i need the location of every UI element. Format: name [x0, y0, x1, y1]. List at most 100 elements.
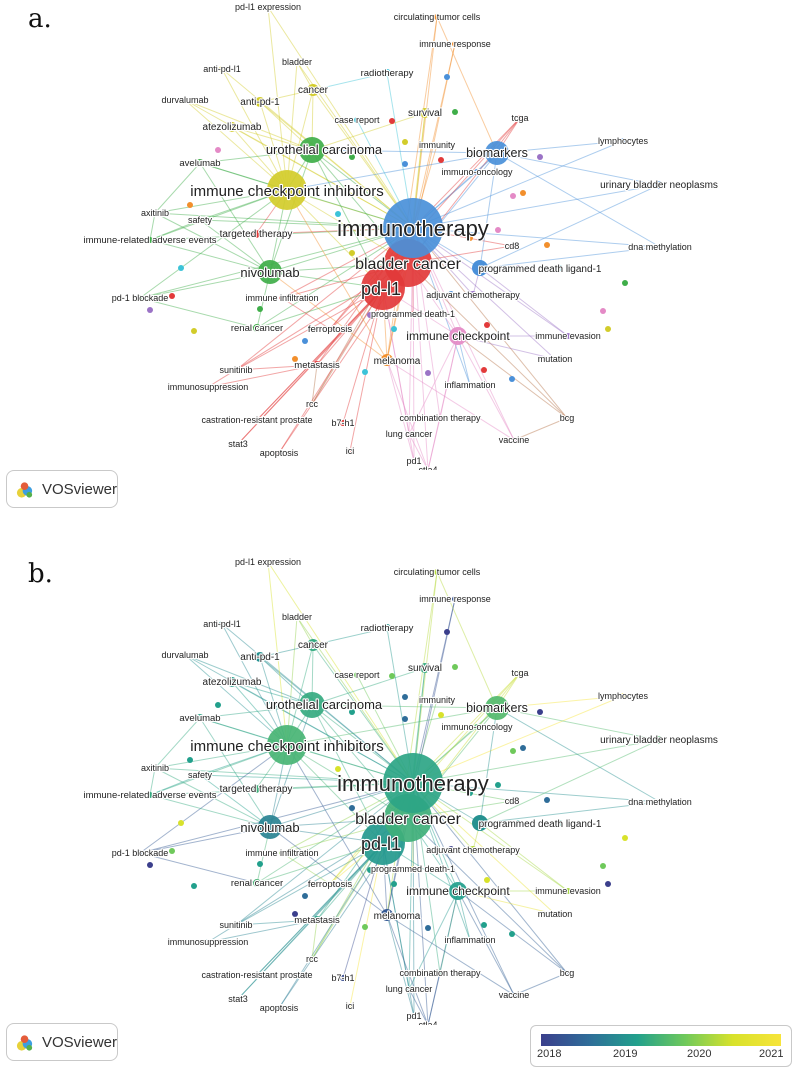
node-anti_pd1[interactable] — [255, 652, 265, 662]
node-tcga[interactable] — [517, 670, 523, 676]
node-immune_evasion[interactable] — [565, 888, 571, 894]
node-immune_response[interactable] — [452, 41, 458, 47]
network-map-b[interactable]: immunotherapy bladder cancer pd-l1 immune c… — [0, 555, 800, 1025]
node-b7h1[interactable] — [340, 420, 346, 426]
node-biomarkers[interactable] — [485, 696, 509, 720]
node-nivolumab[interactable] — [258, 815, 282, 839]
node-crpc[interactable] — [254, 417, 260, 423]
node-lung_cancer[interactable] — [406, 431, 412, 437]
node-vaccine[interactable] — [511, 437, 517, 443]
node-atezolizumab[interactable] — [227, 677, 237, 687]
node-immunotherapy[interactable] — [383, 753, 443, 813]
node-pd1_death[interactable] — [410, 866, 416, 872]
node-immunosuppression[interactable] — [205, 384, 211, 390]
node-melanoma[interactable] — [381, 909, 393, 921]
node-pd1_death[interactable] — [410, 311, 416, 317]
node-biomarkers[interactable] — [485, 141, 509, 165]
node-immunosuppression[interactable] — [205, 939, 211, 945]
node-avelumab[interactable] — [196, 714, 204, 722]
node-rcc[interactable] — [309, 956, 315, 962]
node-anti_pdl1[interactable] — [219, 66, 225, 72]
node-inflammation[interactable] — [467, 382, 473, 388]
node-bladder[interactable] — [294, 614, 300, 620]
node-adjuvant[interactable] — [469, 846, 477, 854]
node-urothelial[interactable] — [299, 692, 325, 718]
node-combination[interactable] — [437, 970, 443, 976]
node-durvalumab[interactable] — [182, 97, 188, 103]
node-immune_infiltration[interactable] — [279, 295, 285, 301]
node-survival[interactable] — [420, 663, 430, 673]
node-adjuvant[interactable] — [469, 291, 477, 299]
node-pdl1_ligand[interactable] — [472, 260, 488, 276]
node-metastasis[interactable] — [313, 361, 321, 369]
node-bcg[interactable] — [564, 415, 570, 421]
node-lung_cancer[interactable] — [406, 986, 412, 992]
node-irae[interactable] — [147, 237, 153, 243]
node-atezolizumab[interactable] — [227, 122, 237, 132]
node-apoptosis[interactable] — [276, 1005, 282, 1011]
node-axitinib[interactable] — [152, 765, 158, 771]
node-melanoma[interactable] — [381, 354, 393, 366]
node-vaccine[interactable] — [511, 992, 517, 998]
node-immuno_oncology[interactable] — [474, 724, 480, 730]
node-radiotherapy[interactable] — [383, 624, 391, 632]
node-pd1[interactable] — [411, 458, 417, 464]
node-cancer[interactable] — [307, 639, 319, 651]
node-combination[interactable] — [437, 415, 443, 421]
node-survival[interactable] — [420, 108, 430, 118]
node-rcc[interactable] — [309, 401, 315, 407]
node-renal_cancer[interactable] — [253, 879, 261, 887]
node-mutation[interactable] — [552, 911, 558, 917]
node-ferroptosis[interactable] — [327, 326, 333, 332]
node-lymphocytes[interactable] — [620, 693, 626, 699]
node-inflammation[interactable] — [467, 937, 473, 943]
node-immune_checkpoint[interactable] — [449, 327, 467, 345]
node-dna_methylation[interactable] — [657, 244, 663, 250]
node-ici[interactable] — [267, 725, 307, 765]
node-pd1[interactable] — [411, 1013, 417, 1019]
node-ici_abbr[interactable] — [347, 1003, 353, 1009]
node-avelumab[interactable] — [196, 159, 204, 167]
node-ferroptosis[interactable] — [327, 881, 333, 887]
node-urothelial[interactable] — [299, 137, 325, 163]
node-immunity[interactable] — [434, 697, 440, 703]
node-tcga[interactable] — [517, 115, 523, 121]
node-b7h1[interactable] — [340, 975, 346, 981]
node-ubn[interactable] — [655, 736, 663, 744]
node-ici_abbr[interactable] — [347, 448, 353, 454]
node-ctla4[interactable] — [425, 467, 431, 470]
node-safety[interactable] — [197, 217, 203, 223]
node-pd1_blockade[interactable] — [137, 850, 143, 856]
node-pdl1_ligand[interactable] — [472, 815, 488, 831]
node-ctla4[interactable] — [425, 1022, 431, 1025]
node-cancer[interactable] — [307, 84, 319, 96]
node-case_report[interactable] — [354, 117, 360, 123]
node-pdl1_expression[interactable] — [265, 559, 271, 565]
node-ici[interactable] — [267, 170, 307, 210]
node-sunitinib[interactable] — [233, 367, 239, 373]
node-pd1_blockade[interactable] — [137, 295, 143, 301]
node-crpc[interactable] — [254, 972, 260, 978]
node-ubn[interactable] — [655, 181, 663, 189]
network-map-a[interactable]: immunotherapy bladder cancer pd-l1 immune c… — [0, 0, 800, 470]
node-safety[interactable] — [197, 772, 203, 778]
node-immunotherapy[interactable] — [383, 198, 443, 258]
node-nivolumab[interactable] — [258, 260, 282, 284]
node-mutation[interactable] — [552, 356, 558, 362]
node-cd8[interactable] — [509, 243, 515, 249]
node-anti_pdl1[interactable] — [219, 621, 225, 627]
node-immunity[interactable] — [434, 142, 440, 148]
node-bcg[interactable] — [564, 970, 570, 976]
node-apoptosis[interactable] — [276, 450, 282, 456]
node-sunitinib[interactable] — [233, 922, 239, 928]
node-stat3[interactable] — [235, 441, 241, 447]
node-bladder[interactable] — [294, 59, 300, 65]
node-pdl1_expression[interactable] — [265, 4, 271, 10]
node-durvalumab[interactable] — [182, 652, 188, 658]
node-circulating[interactable] — [434, 569, 440, 575]
node-axitinib[interactable] — [152, 210, 158, 216]
node-anti_pd1[interactable] — [255, 97, 265, 107]
node-immune_checkpoint[interactable] — [449, 882, 467, 900]
node-immune_infiltration[interactable] — [279, 850, 285, 856]
node-targeted[interactable] — [252, 785, 260, 793]
